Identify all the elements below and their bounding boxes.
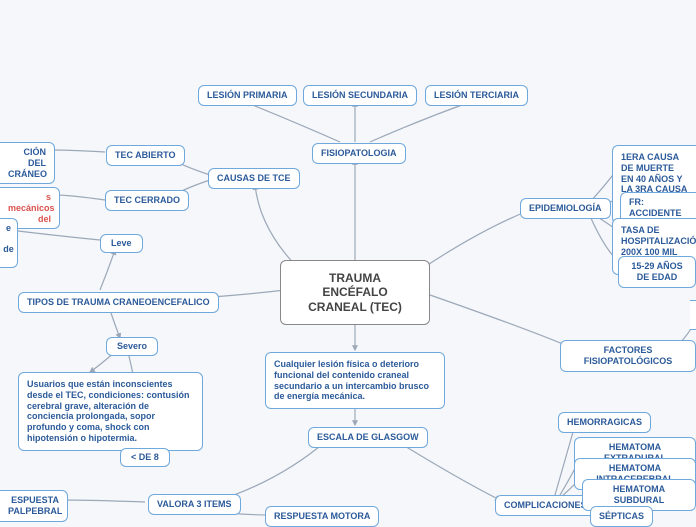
- node-epi-4[interactable]: 15-29 AÑOS DE EDAD: [618, 256, 696, 288]
- node-lesion-terciaria[interactable]: LESIÓN TERCIARIA: [425, 85, 528, 106]
- node-definition[interactable]: Cualquier lesión física o deterioro func…: [265, 352, 445, 409]
- node-complicaciones[interactable]: COMPLICACIONES: [495, 495, 596, 516]
- node-lesion-primaria[interactable]: LESIÓN PRIMARIA: [198, 85, 297, 106]
- node-palpebral[interactable]: ESPUESTA PALPEBRAL: [0, 490, 68, 522]
- node-factores-cut: [690, 300, 696, 330]
- node-factores[interactable]: FACTORES FISIOPATOLÓGICOS: [560, 340, 696, 372]
- node-leve-cut1[interactable]: e de: [0, 218, 18, 268]
- root-node[interactable]: TRAUMA ENCÉFALO CRANEAL (TEC): [280, 260, 430, 325]
- node-hemorragicas[interactable]: HEMORRAGICAS: [558, 412, 651, 433]
- node-lt8[interactable]: < DE 8: [120, 448, 170, 467]
- node-leve[interactable]: Leve: [100, 234, 143, 253]
- node-craneo-cut[interactable]: CIÓN DEL CRÁNEO: [0, 142, 55, 184]
- node-fisiopatologia[interactable]: FISIOPATOLOGIA: [312, 143, 406, 164]
- node-tec-abierto[interactable]: TEC ABIERTO: [106, 145, 185, 166]
- node-valora[interactable]: VALORA 3 ITEMS: [148, 494, 241, 515]
- node-lesion-secundaria[interactable]: LESIÓN SECUNDARIA: [303, 85, 417, 106]
- node-glasgow[interactable]: ESCALA DE GLASGOW: [308, 427, 428, 448]
- leve-cut-text-1: e: [2, 223, 15, 234]
- node-tipos[interactable]: TIPOS DE TRAUMA CRANEOENCEFALICO: [18, 292, 219, 313]
- node-septicas[interactable]: SÉPTICAS: [590, 506, 653, 527]
- node-tec-cerrado[interactable]: TEC CERRADO: [105, 190, 189, 211]
- leve-cut-text-2: de: [2, 244, 15, 255]
- node-causas[interactable]: CAUSAS DE TCE: [208, 168, 300, 189]
- node-severo-desc[interactable]: Usuarios que están inconscientes desde e…: [18, 372, 203, 451]
- node-motora[interactable]: RESPUESTA MOTORA: [265, 506, 379, 527]
- node-epidemiologia[interactable]: EPIDEMIOLOGÍA: [520, 198, 611, 219]
- node-severo[interactable]: Severo: [106, 337, 158, 356]
